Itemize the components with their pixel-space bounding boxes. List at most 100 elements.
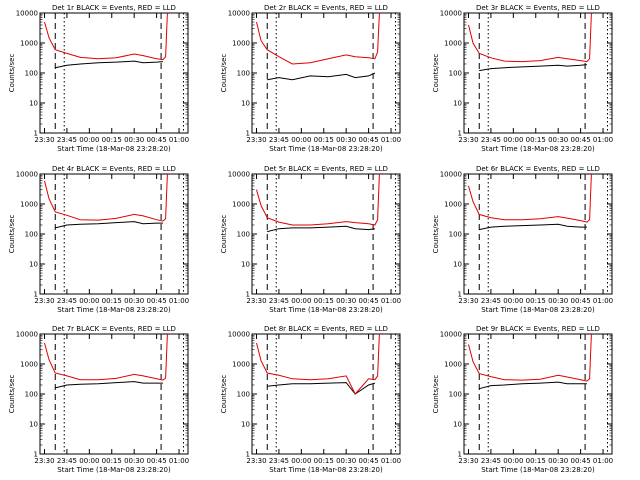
y-tick-label: 1 xyxy=(458,130,462,138)
x-tick-label: 01:00 xyxy=(593,457,613,465)
x-tick-label: 01:00 xyxy=(169,297,189,305)
lld-series-line xyxy=(44,333,168,381)
x-tick-label: 00:45 xyxy=(359,136,379,144)
y-tick-label: 1 xyxy=(246,451,250,459)
events-series-line xyxy=(55,381,163,389)
x-tick-label: 00:30 xyxy=(548,297,568,305)
y-tick-label: 1000 xyxy=(232,201,250,209)
y-axis-label: Counts/sec xyxy=(432,215,440,254)
events-series-line xyxy=(267,382,376,395)
lld-series-line xyxy=(256,12,380,65)
x-axis-label: Start Time (18-Mar-08 23:28:20) xyxy=(57,306,171,314)
events-series-line xyxy=(267,225,375,233)
y-tick-label: 100 xyxy=(237,391,250,399)
x-tick-label: 00:15 xyxy=(314,457,334,465)
x-tick-label: 00:30 xyxy=(336,136,356,144)
panel-det-9: Det 9r BLACK = Events, RED = LLD 1 10 100 10… xyxy=(432,325,613,474)
panel-det-6: Det 6r BLACK = Events, RED = LLD 1 10 100 10… xyxy=(432,165,613,314)
x-tick-label: 23:45 xyxy=(57,136,77,144)
y-tick-label: 10 xyxy=(241,261,250,269)
chart-title: Det 3r BLACK = Events, RED = LLD xyxy=(476,4,600,12)
x-tick-label: 00:15 xyxy=(526,457,546,465)
x-axis-label: Start Time (18-Mar-08 23:28:20) xyxy=(269,466,383,474)
panel-det-3: Det 3r BLACK = Events, RED = LLD 1 10 100 10… xyxy=(432,4,613,153)
y-axis-label: Counts/sec xyxy=(220,375,228,414)
x-tick-label: 23:45 xyxy=(481,457,501,465)
x-tick-label: 01:00 xyxy=(381,136,401,144)
x-tick-label: 01:00 xyxy=(381,457,401,465)
y-tick-label: 10 xyxy=(453,261,462,269)
plot-frame xyxy=(463,173,613,295)
y-tick-label: 1000 xyxy=(20,40,38,48)
x-tick-label: 23:45 xyxy=(269,136,289,144)
y-tick-label: 10000 xyxy=(16,171,38,179)
chart-title: Det 5r BLACK = Events, RED = LLD xyxy=(264,165,388,173)
x-tick-label: 00:45 xyxy=(359,297,379,305)
x-tick-label: 00:15 xyxy=(102,297,122,305)
panel-det-5: Det 5r BLACK = Events, RED = LLD 1 10 100 10… xyxy=(220,165,401,314)
x-tick-label: 00:15 xyxy=(314,136,334,144)
x-tick-label: 01:00 xyxy=(593,297,613,305)
plot-frame xyxy=(39,333,189,455)
x-tick-label: 23:30 xyxy=(34,457,54,465)
x-tick-label: 23:30 xyxy=(246,457,266,465)
y-tick-label: 10 xyxy=(241,421,250,429)
chart-title: Det 4r BLACK = Events, RED = LLD xyxy=(52,165,176,173)
y-tick-label: 100 xyxy=(25,231,38,239)
x-axis-label: Start Time (18-Mar-08 23:28:20) xyxy=(269,306,383,314)
plot-frame xyxy=(251,173,401,295)
chart-title: Det 6r BLACK = Events, RED = LLD xyxy=(476,165,600,173)
x-tick-label: 00:45 xyxy=(359,457,379,465)
y-tick-label: 1 xyxy=(246,291,250,299)
x-tick-label: 23:45 xyxy=(57,457,77,465)
lld-series-line xyxy=(468,173,592,223)
x-tick-label: 01:00 xyxy=(169,136,189,144)
y-tick-label: 10000 xyxy=(440,171,462,179)
x-tick-label: 00:30 xyxy=(124,136,144,144)
x-tick-label: 00:30 xyxy=(124,457,144,465)
x-tick-label: 00:45 xyxy=(147,457,167,465)
chart-title: Det 2r BLACK = Events, RED = LLD xyxy=(264,4,388,12)
x-tick-label: 00:30 xyxy=(336,297,356,305)
y-axis-label: Counts/sec xyxy=(432,54,440,93)
x-tick-label: 00:00 xyxy=(79,457,99,465)
y-tick-label: 100 xyxy=(237,231,250,239)
x-axis-label: Start Time (18-Mar-08 23:28:20) xyxy=(481,466,595,474)
y-axis-label: Counts/sec xyxy=(220,54,228,93)
chart-title: Det 9r BLACK = Events, RED = LLD xyxy=(476,325,600,333)
events-series-line xyxy=(479,64,587,72)
x-tick-label: 00:00 xyxy=(291,297,311,305)
y-tick-label: 1000 xyxy=(444,361,462,369)
x-tick-label: 23:30 xyxy=(246,297,266,305)
y-tick-label: 10000 xyxy=(16,331,38,339)
panel-det-8: Det 8r BLACK = Events, RED = LLD 1 10 100 10… xyxy=(220,325,401,474)
panel-det-1: Det 1r BLACK = Events, RED = LLD 1 10 100 10… xyxy=(8,4,189,153)
y-tick-label: 1000 xyxy=(20,361,38,369)
y-tick-label: 10 xyxy=(29,261,38,269)
x-tick-label: 00:30 xyxy=(336,457,356,465)
chart-title: Det 8r BLACK = Events, RED = LLD xyxy=(264,325,388,333)
y-tick-label: 10000 xyxy=(16,10,38,18)
x-tick-label: 23:45 xyxy=(481,136,501,144)
x-axis-label: Start Time (18-Mar-08 23:28:20) xyxy=(481,145,595,153)
lld-series-line xyxy=(44,12,168,61)
x-tick-label: 23:30 xyxy=(34,136,54,144)
x-tick-label: 23:45 xyxy=(269,297,289,305)
plot-frame xyxy=(251,12,401,134)
plot-frame xyxy=(39,173,189,295)
y-tick-label: 1 xyxy=(34,291,38,299)
y-tick-label: 1 xyxy=(34,130,38,138)
y-tick-label: 1000 xyxy=(444,201,462,209)
plot-frame xyxy=(39,12,189,134)
y-tick-label: 10 xyxy=(453,421,462,429)
y-tick-label: 100 xyxy=(449,231,462,239)
x-tick-label: 00:00 xyxy=(503,297,523,305)
y-tick-label: 1 xyxy=(246,130,250,138)
events-series-line xyxy=(55,221,163,229)
x-tick-label: 00:45 xyxy=(571,297,591,305)
x-tick-label: 01:00 xyxy=(381,297,401,305)
x-tick-label: 00:45 xyxy=(571,457,591,465)
x-tick-label: 00:45 xyxy=(147,297,167,305)
x-tick-label: 23:30 xyxy=(458,297,478,305)
lld-series-line xyxy=(256,333,380,395)
